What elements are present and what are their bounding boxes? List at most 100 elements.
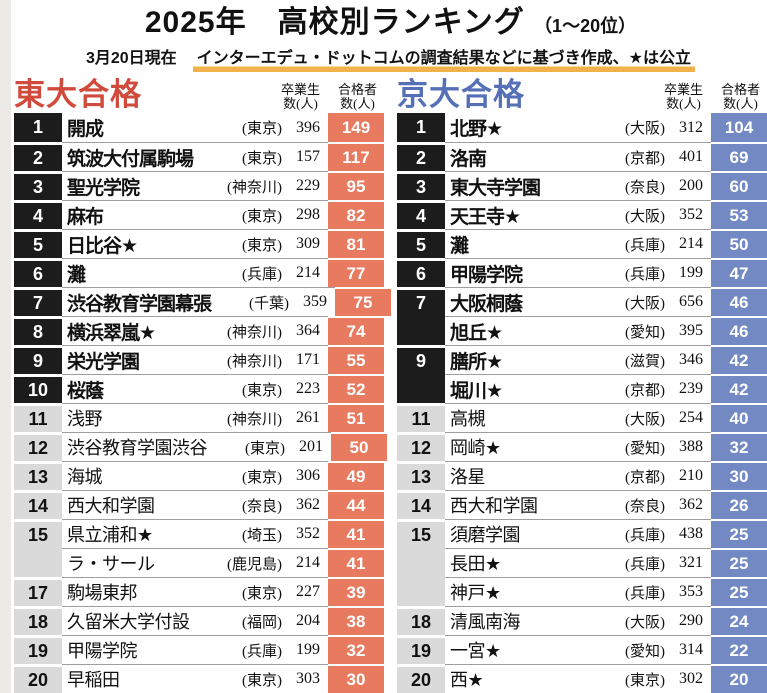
graduates-count: 261 [282, 403, 328, 432]
table-row: 12 岡崎★ (愛知) 388 32 [397, 432, 767, 461]
table-row: 19 甲陽学院 (兵庫) 199 32 [14, 635, 384, 664]
graduates-count: 201 [285, 432, 331, 461]
passers-count: 22 [711, 635, 767, 664]
school-name: 洛南 [445, 142, 587, 171]
passers-count: 74 [328, 316, 384, 345]
graduates-count: 227 [282, 577, 328, 606]
school-name: 灘 [62, 258, 204, 287]
table-row: 15 県立浦和★ (埼玉) 352 41 [14, 519, 384, 548]
rank-cell: 17 [14, 577, 62, 606]
column-header-passers: 合格者 数(人) [337, 82, 377, 111]
prefecture: (神奈川) [204, 316, 282, 345]
table-row: 13 海城 (東京) 306 49 [14, 461, 384, 490]
graduates-count: 254 [665, 403, 711, 432]
prefecture: (鹿児島) [204, 548, 282, 577]
rank-cell: 9 [14, 345, 62, 374]
table-row: 1 北野★ (大阪) 312 104 [397, 113, 767, 142]
graduates-count: 309 [282, 229, 328, 258]
passers-count: 47 [711, 258, 767, 287]
school-name: 旭丘★ [445, 316, 587, 345]
subtitle: 3月20日現在 インターエデュ・ドットコムの調査結果などに基づき作成、★は公立 [14, 47, 767, 72]
table-row: 1 開成 (東京) 396 149 [14, 113, 384, 142]
prefecture: (大阪) [587, 606, 665, 635]
table-row: ラ・サール (鹿児島) 214 41 [14, 548, 384, 577]
rank-cell: 20 [14, 664, 62, 693]
graduates-count: 353 [665, 577, 711, 606]
rank-cell: 19 [397, 635, 445, 664]
school-name: 栄光学園 [62, 345, 204, 374]
rank-cell: 1 [397, 113, 445, 142]
school-name: 甲陽学院 [445, 258, 587, 287]
table-row: 9 膳所★ (滋賀) 346 42 [397, 345, 767, 374]
passers-count: 149 [328, 113, 384, 142]
graduates-count: 396 [296, 118, 320, 136]
table-row: 神戸★ (兵庫) 353 25 [397, 577, 767, 606]
rank-cell: 2 [397, 142, 445, 171]
rank-cell [397, 374, 445, 403]
rank-cell: 18 [14, 606, 62, 635]
table-row: 11 浅野 (神奈川) 261 51 [14, 403, 384, 432]
school-name: 長田★ [445, 548, 587, 577]
table-row: 5 日比谷★ (東京) 309 81 [14, 229, 384, 258]
graduates-count: 362 [282, 490, 328, 519]
prefecture: (大阪) [625, 121, 665, 137]
rank-cell: 1 [14, 113, 62, 142]
passers-count: 81 [328, 229, 384, 258]
rank-cell: 6 [14, 258, 62, 287]
school-name: 西大和学園 [62, 490, 204, 519]
graduates-count: 359 [289, 287, 336, 316]
table-row: 18 久留米大学付設 (福岡) 204 38 [14, 606, 384, 635]
table-row: 3 聖光学院 (神奈川) 229 95 [14, 171, 384, 200]
school-name: 久留米大学付設 [62, 606, 204, 635]
passers-count: 32 [711, 432, 767, 461]
school-name: 大阪桐蔭 [445, 287, 587, 316]
school-name: 須磨学園 [445, 519, 587, 548]
graduates-count: 302 [665, 664, 711, 693]
table-row: 14 西大和学園 (奈良) 362 44 [14, 490, 384, 519]
graduates-count: 352 [665, 200, 711, 229]
school-name: 横浜翠嵐★ [62, 316, 204, 345]
passers-count: 117 [328, 142, 384, 171]
school-name: 海城 [62, 461, 204, 490]
passers-count: 26 [711, 490, 767, 519]
school-name: 東大寺学園 [445, 171, 587, 200]
school-name: 岡崎★ [445, 432, 587, 461]
graduates-count: 362 [665, 490, 711, 519]
todai-table-header: 東大合格 卒業生 数(人) 合格者 数(人) [14, 73, 384, 113]
prefecture: (大阪) [587, 287, 665, 316]
graduates-count: 346 [665, 345, 711, 374]
prefecture: (東京) [204, 664, 282, 693]
rank-cell: 7 [14, 287, 62, 316]
rank-cell: 3 [14, 171, 62, 200]
prefecture: (京都) [587, 461, 665, 490]
table-row: 20 西★ (東京) 302 20 [397, 664, 767, 693]
rank-cell [397, 316, 445, 345]
school-name: 北野★ [450, 119, 503, 140]
rank-cell: 18 [397, 606, 445, 635]
prefecture: (千葉) [211, 287, 290, 316]
table-row: 19 一宮★ (愛知) 314 22 [397, 635, 767, 664]
passers-count: 50 [331, 432, 387, 461]
passers-count: 32 [328, 635, 384, 664]
rank-cell [397, 577, 445, 606]
school-name: 天王寺★ [445, 200, 587, 229]
column-header-graduates: 卒業生 数(人) [280, 82, 320, 111]
title-main: 2025年 高校別ランキング [144, 6, 525, 39]
rank-cell: 5 [14, 229, 62, 258]
passers-count: 24 [711, 606, 767, 635]
prefecture: (大阪) [587, 403, 665, 432]
table-row: 14 西大和学園 (奈良) 362 26 [397, 490, 767, 519]
rank-cell: 12 [14, 432, 62, 461]
graduates-count: 314 [665, 635, 711, 664]
graduates-count: 298 [282, 200, 328, 229]
rank-cell: 19 [14, 635, 62, 664]
prefecture: (京都) [587, 142, 665, 171]
left-margin-strip [0, 0, 11, 693]
table-row: 長田★ (兵庫) 321 25 [397, 548, 767, 577]
table-row: 4 麻布 (東京) 298 82 [14, 200, 384, 229]
rank-cell: 2 [14, 142, 62, 171]
passers-count: 40 [711, 403, 767, 432]
table-row: 15 須磨学園 (兵庫) 438 25 [397, 519, 767, 548]
graduates-count: 214 [665, 229, 711, 258]
table-row: 6 甲陽学院 (兵庫) 199 47 [397, 258, 767, 287]
